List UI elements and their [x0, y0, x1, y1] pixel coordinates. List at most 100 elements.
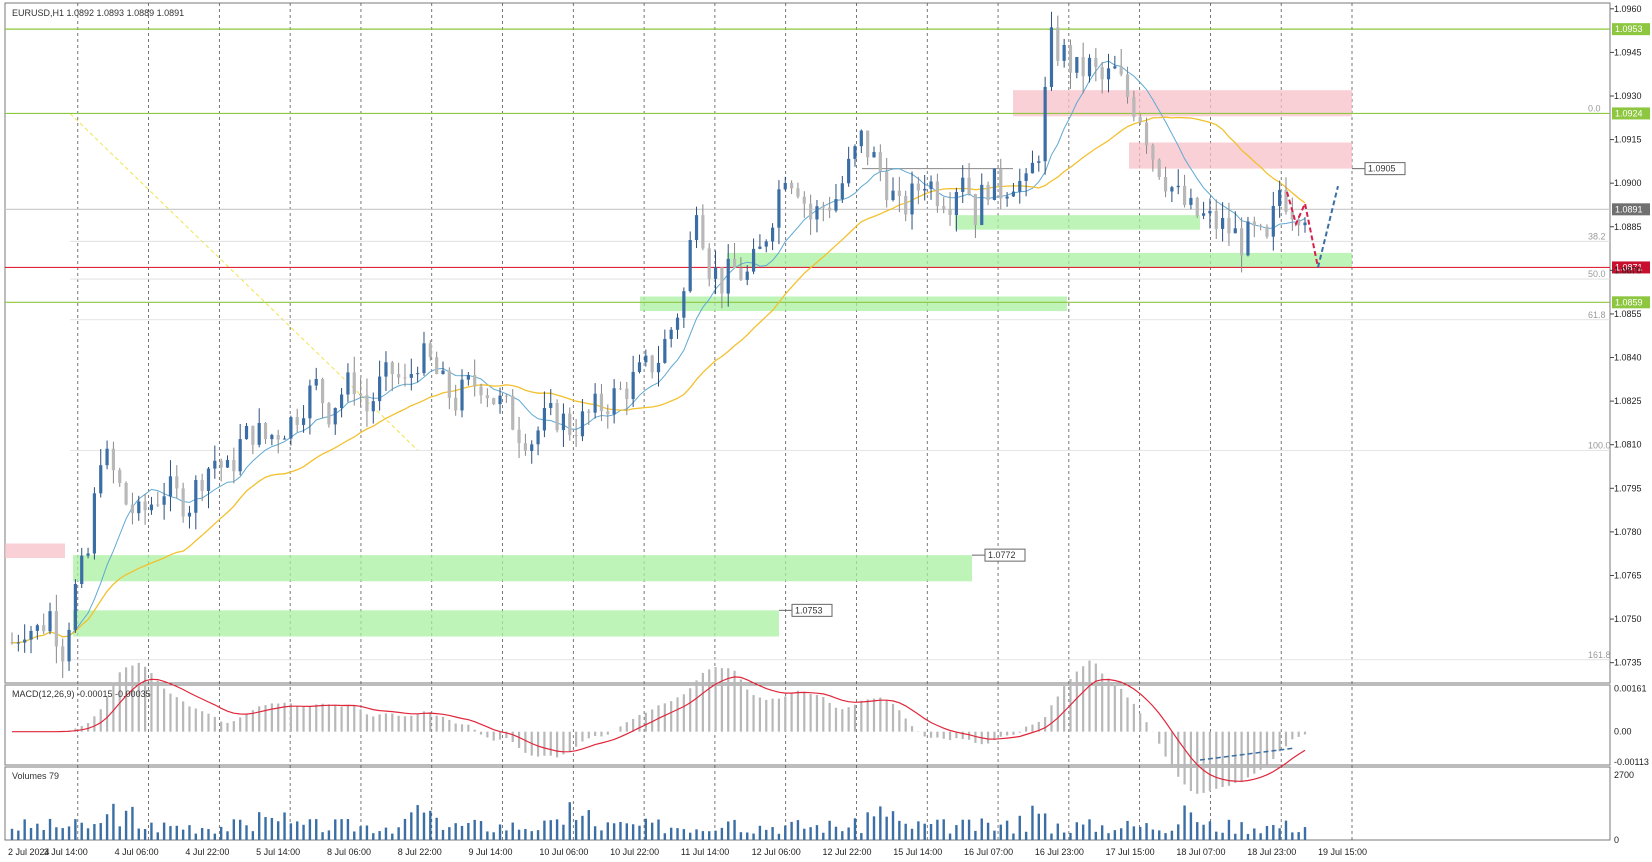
candle-body — [365, 395, 369, 412]
level-price-tag — [1612, 261, 1650, 274]
candle-body — [961, 177, 965, 192]
slow-moving-average — [11, 116, 1306, 644]
candle-body — [447, 370, 451, 398]
candle-body — [530, 444, 534, 451]
candle-body — [599, 393, 604, 412]
candle-body — [308, 385, 312, 419]
price-tick-label: 1.0915 — [1614, 135, 1642, 145]
candle-body — [454, 397, 458, 411]
candle-body — [612, 388, 616, 415]
candle-body — [1271, 206, 1275, 237]
time-tick-label: 8 Jul 22:00 — [398, 847, 442, 857]
candle-body — [35, 625, 39, 631]
fib-level-label: 0.0 — [1588, 103, 1601, 113]
candle-body — [701, 215, 705, 249]
time-tick-label: 9 Jul 14:00 — [469, 847, 513, 857]
candle-body — [777, 189, 781, 228]
macd-indicator: 0.00161 0.00 -0.00113 — [12, 660, 1649, 794]
candle-body — [206, 468, 211, 491]
time-tick-label: 10 Jul 22:00 — [610, 847, 659, 857]
price-tick-label: 1.0735 — [1614, 658, 1642, 668]
candle-body — [80, 555, 84, 585]
price-tick-label: 1.0870 — [1614, 265, 1642, 275]
forecast-projection — [1286, 185, 1339, 268]
level-price-label: 1.0871 — [1615, 262, 1643, 272]
candle-body — [618, 388, 623, 390]
candle-body — [54, 611, 58, 647]
price-tick-label: 1.0810 — [1614, 440, 1642, 450]
candle-body — [1208, 210, 1212, 214]
price-tick-label: 1.0765 — [1614, 570, 1642, 580]
candle-body — [713, 267, 718, 279]
candle-body — [16, 642, 20, 644]
candle-body — [492, 398, 496, 405]
horizontal-levels: 1.0953 1.0924 1.0891 1.0871 1.0859 — [5, 23, 1650, 309]
candle-body — [257, 423, 261, 445]
candle-body — [929, 181, 933, 189]
candle-body — [1278, 189, 1282, 207]
level-price-label: 1.0891 — [1615, 204, 1643, 214]
candle-body — [390, 362, 394, 375]
candle-body — [688, 240, 692, 292]
fib-level-label: 50.0 — [1588, 269, 1606, 279]
candle-body — [986, 184, 990, 200]
level-price-tag — [1612, 23, 1650, 36]
candle-body — [650, 355, 654, 373]
bullish-projection — [1317, 185, 1339, 268]
candle-body — [625, 388, 629, 400]
candle-body — [1157, 159, 1161, 178]
price-tick-label: 1.0840 — [1614, 353, 1642, 363]
candle-body — [263, 423, 268, 440]
time-tick-label: 5 Jul 14:00 — [256, 847, 300, 857]
price-tick-label: 1.0780 — [1614, 527, 1642, 537]
candle-body — [1125, 74, 1130, 98]
candle-body — [606, 411, 610, 415]
candle-body — [973, 194, 978, 226]
supply-demand-zones: 1.0905 1.0772 1.0753 — [5, 90, 1406, 637]
candle-body — [866, 130, 870, 158]
volume-tick-label: 2700 — [1614, 770, 1634, 780]
candle-body — [485, 395, 489, 399]
candle-body — [320, 379, 325, 404]
candle-body — [187, 512, 192, 517]
candle-body — [809, 203, 813, 220]
candle-body — [1303, 222, 1307, 226]
candle-body — [238, 439, 242, 472]
candle-body — [1081, 57, 1085, 77]
candle-body — [1240, 228, 1244, 256]
candle-body — [346, 372, 350, 395]
candle-body — [225, 459, 230, 468]
price-tick-label: 1.0855 — [1614, 309, 1642, 319]
candle-body — [942, 206, 946, 210]
volume-tick-label: 0 — [1614, 835, 1619, 845]
candle-body — [840, 183, 844, 200]
price-tick-label: 1.0900 — [1614, 178, 1642, 188]
candle-body — [61, 646, 65, 662]
candle-body — [1182, 185, 1187, 205]
candle-body — [1037, 161, 1041, 163]
candle-body — [1011, 191, 1016, 197]
candle-body — [770, 227, 775, 242]
candle-body — [1151, 145, 1155, 160]
candle-body — [473, 375, 477, 387]
candle-body — [1024, 173, 1028, 181]
level-price-tag — [1612, 203, 1650, 216]
time-tick-label: 4 Jul 06:00 — [115, 847, 159, 857]
candle-body — [593, 393, 597, 413]
candle-body — [631, 371, 635, 400]
candle-body — [1201, 213, 1206, 216]
candle-body — [1068, 44, 1073, 73]
candle-body — [168, 476, 173, 497]
level-price-label: 1.0953 — [1615, 24, 1643, 34]
time-tick-label: 19 Jul 15:00 — [1318, 847, 1367, 857]
time-tick-label: 4 Jul 22:00 — [185, 847, 229, 857]
bearish-projection — [1286, 191, 1319, 268]
callout-label: 1.0753 — [795, 605, 823, 615]
candle-body — [536, 430, 540, 445]
supply-zone — [1129, 142, 1352, 169]
level-price-label: 1.0859 — [1615, 297, 1643, 307]
candle-body — [479, 386, 483, 396]
candle-body — [897, 190, 901, 196]
candle-body — [1138, 116, 1142, 123]
